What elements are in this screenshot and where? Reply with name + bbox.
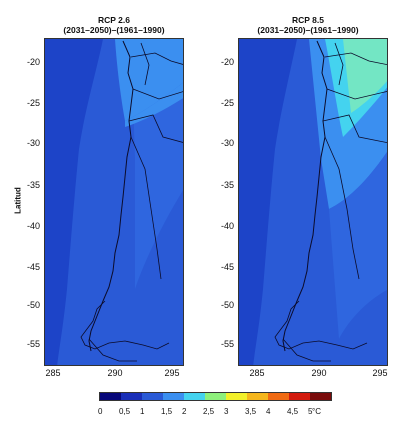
colorbar-label-6: 3: [224, 407, 229, 416]
p2-ytick-35: -35: [220, 180, 234, 190]
p1-ytick-40: -40: [26, 221, 40, 231]
p2-ytick-55: -55: [220, 339, 234, 349]
p1-ytick-35: -35: [26, 180, 40, 190]
colorbar-swatch-2: [142, 393, 163, 400]
p1-ytick-55: -55: [26, 339, 40, 349]
p1-ytick-20: -20: [26, 57, 40, 67]
colorbar-swatch-7: [247, 393, 268, 400]
p2-ytick-20: -20: [220, 57, 234, 67]
panel-1-map-svg: [45, 39, 183, 365]
colorbar-swatch-9: [289, 393, 310, 400]
p2-ytick-25: -25: [220, 98, 234, 108]
panel-2-subtitle: (2031–2050)–(1961–1990): [257, 25, 359, 35]
panel-1-title: RCP 2.6 (2031–2050)–(1961–1990): [44, 15, 184, 35]
panel-2-title-text: RCP 8.5: [292, 15, 324, 25]
p1-xtick-290: 290: [107, 368, 123, 378]
p1-xtick-295: 295: [164, 368, 180, 378]
p1-ytick-30: -30: [26, 138, 40, 148]
colorbar-swatch-5: [205, 393, 226, 400]
panel-2-map: [238, 38, 388, 366]
p2-xtick-295: 295: [372, 368, 388, 378]
colorbar-label-0: 0: [98, 407, 103, 416]
colorbar-label-1: 0,5: [119, 407, 131, 416]
panel-1-title-text: RCP 2.6: [98, 15, 130, 25]
colorbar-label-10: 5: [308, 407, 313, 416]
p2-ytick-30: -30: [220, 138, 234, 148]
p1-xtick-285: 285: [45, 368, 61, 378]
p1-ytick-45: -45: [26, 262, 40, 272]
p2-ytick-50: -50: [220, 300, 234, 310]
colorbar-unit: °C: [312, 407, 321, 416]
colorbar-label-8: 4: [266, 407, 271, 416]
panel-1-map: [44, 38, 184, 366]
panel-2-title: RCP 8.5 (2031–2050)–(1961–1990): [228, 15, 388, 35]
p1-ytick-50: -50: [26, 300, 40, 310]
colorbar: [99, 392, 332, 401]
p1-ytick-25: -25: [26, 98, 40, 108]
panel-2-map-svg: [239, 39, 387, 365]
colorbar-swatch-8: [268, 393, 289, 400]
p2-xtick-290: 290: [311, 368, 327, 378]
colorbar-swatch-1: [121, 393, 142, 400]
p2-ytick-40: -40: [220, 221, 234, 231]
colorbar-label-3: 1,5: [161, 407, 173, 416]
colorbar-swatch-4: [184, 393, 205, 400]
panel-1-subtitle: (2031–2050)–(1961–1990): [63, 25, 165, 35]
colorbar-label-5: 2,5: [203, 407, 215, 416]
colorbar-swatch-0: [100, 393, 121, 400]
colorbar-swatch-10: [310, 393, 331, 400]
p2-ytick-45: -45: [220, 262, 234, 272]
colorbar-label-4: 2: [182, 407, 187, 416]
colorbar-label-9: 4,5: [287, 407, 299, 416]
colorbar-swatch-3: [163, 393, 184, 400]
colorbar-label-2: 1: [140, 407, 145, 416]
colorbar-label-7: 3,5: [245, 407, 257, 416]
p2-xtick-285: 285: [249, 368, 265, 378]
colorbar-swatch-6: [226, 393, 247, 400]
